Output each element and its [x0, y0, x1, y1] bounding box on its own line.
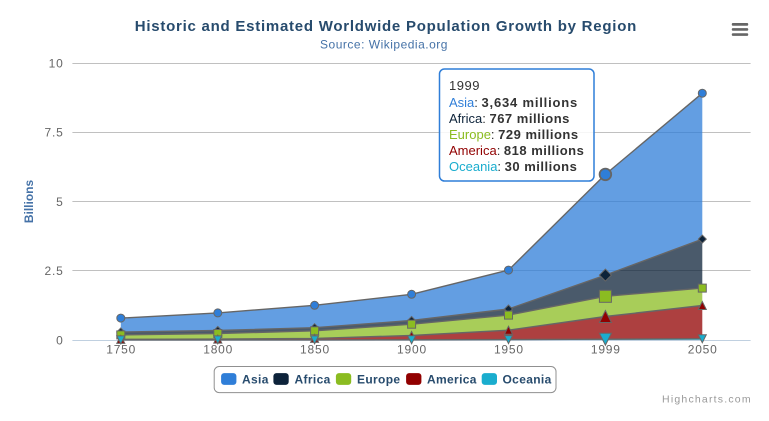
svg-text:America: 818 millions: America: 818 millions: [449, 143, 584, 158]
svg-text:1900: 1900: [397, 343, 427, 357]
svg-text:1950: 1950: [494, 343, 524, 357]
svg-text:Historic and Estimated Worldwi: Historic and Estimated Worldwide Populat…: [135, 18, 637, 35]
svg-text:America: America: [427, 373, 477, 387]
svg-text:1750: 1750: [106, 343, 136, 357]
svg-text:Asia: Asia: [242, 373, 269, 387]
svg-text:Asia: 3,634 millions: Asia: 3,634 millions: [449, 95, 578, 110]
svg-text:10: 10: [49, 56, 64, 70]
svg-text:2.5: 2.5: [45, 264, 64, 278]
svg-text:1999: 1999: [449, 78, 480, 93]
svg-text:Oceania: Oceania: [503, 373, 552, 387]
svg-text:7.5: 7.5: [45, 126, 64, 140]
svg-text:1800: 1800: [203, 343, 233, 357]
svg-text:1850: 1850: [300, 343, 330, 357]
svg-text:Oceania: 30 millions: Oceania: 30 millions: [449, 159, 577, 174]
svg-text:Source: Wikipedia.org: Source: Wikipedia.org: [320, 38, 448, 52]
svg-text:Billions: Billions: [22, 180, 36, 224]
svg-text:1999: 1999: [591, 343, 621, 357]
svg-text:0: 0: [56, 333, 63, 347]
svg-text:Europe: Europe: [357, 373, 400, 387]
svg-text:Highcharts.com: Highcharts.com: [662, 394, 752, 406]
svg-text:Europe: 729 millions: Europe: 729 millions: [449, 127, 579, 142]
svg-text:Africa: 767 millions: Africa: 767 millions: [449, 111, 570, 126]
svg-text:5: 5: [56, 195, 63, 209]
svg-text:Africa: Africa: [295, 373, 331, 387]
svg-text:2050: 2050: [688, 343, 718, 357]
